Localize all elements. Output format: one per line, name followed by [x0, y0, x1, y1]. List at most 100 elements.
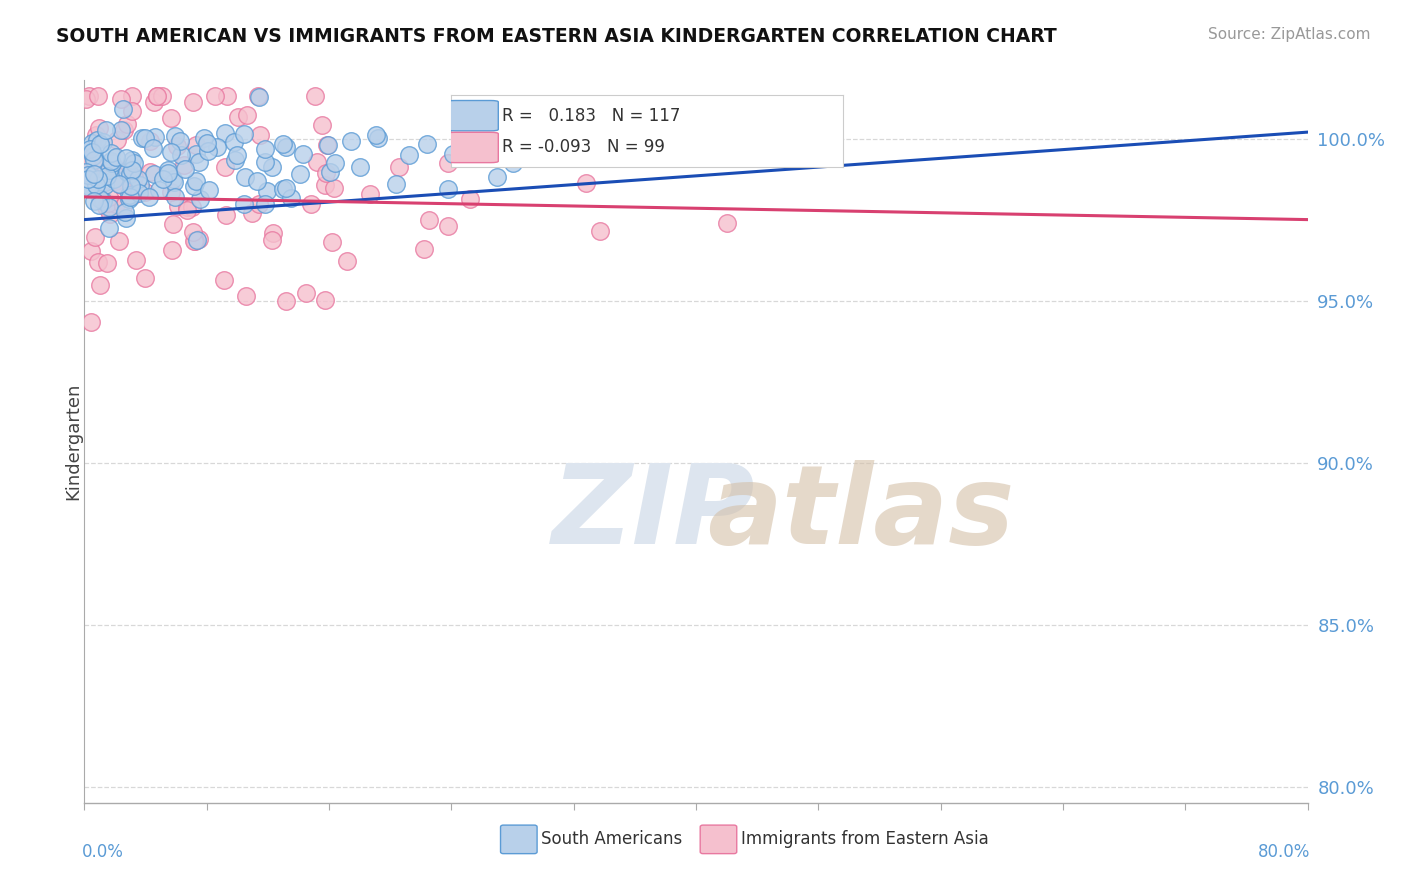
Point: [142, 141, 165, 155]
Point: [183, 179, 205, 194]
Point: [314, 178, 336, 193]
Point: [253, 142, 276, 156]
Point: [131, 131, 153, 145]
Point: [82, 149, 104, 163]
Point: [246, 89, 269, 103]
Point: [160, 145, 183, 160]
Point: [110, 169, 132, 184]
Point: [89, 120, 111, 135]
Point: [226, 110, 249, 124]
Point: [315, 137, 337, 152]
Point: [86, 133, 108, 147]
Point: [79, 142, 101, 156]
Point: [146, 89, 169, 103]
Point: [181, 95, 204, 109]
Point: [94, 178, 117, 192]
Point: [134, 185, 156, 199]
Text: 80.0%: 80.0%: [1257, 843, 1310, 861]
Point: [249, 128, 271, 142]
Point: [280, 191, 302, 205]
Point: [75, 159, 97, 173]
Point: [84, 128, 107, 142]
Point: [385, 178, 408, 192]
Point: [98, 220, 121, 235]
Point: [184, 234, 207, 248]
Point: [197, 145, 219, 159]
Point: [575, 176, 598, 190]
Point: [159, 111, 181, 125]
Point: [77, 182, 100, 196]
Point: [197, 184, 219, 198]
Point: [122, 156, 145, 170]
Point: [166, 138, 188, 153]
Point: [321, 235, 343, 249]
Point: [100, 153, 122, 168]
Point: [437, 156, 460, 170]
Y-axis label: Kindergarten: Kindergarten: [65, 383, 82, 500]
Point: [716, 216, 738, 230]
Point: [247, 90, 270, 104]
Point: [79, 167, 101, 181]
Point: [214, 126, 236, 140]
Point: [77, 89, 100, 103]
Point: [84, 178, 107, 193]
Point: [100, 155, 122, 169]
Point: [174, 162, 197, 177]
Point: [110, 178, 132, 193]
Point: [254, 154, 277, 169]
Point: [160, 244, 183, 258]
Point: [115, 151, 138, 165]
Point: [134, 131, 156, 145]
Point: [114, 123, 136, 137]
Point: [188, 232, 211, 246]
Point: [89, 278, 111, 293]
Point: [290, 168, 312, 182]
Point: [138, 134, 160, 148]
Point: [184, 137, 207, 152]
Point: [115, 117, 138, 131]
Point: [118, 188, 141, 202]
Point: [437, 219, 460, 234]
Point: [127, 172, 149, 186]
Point: [509, 135, 531, 149]
Point: [156, 166, 179, 180]
Point: [437, 182, 460, 196]
Point: [89, 137, 111, 152]
Point: [91, 135, 114, 149]
Point: [416, 136, 439, 151]
Point: [105, 149, 128, 163]
Point: [162, 172, 184, 186]
Point: [118, 167, 141, 181]
Point: [304, 89, 326, 103]
Point: [83, 167, 105, 181]
Point: [233, 128, 256, 142]
Point: [83, 194, 105, 208]
Text: South Americans: South Americans: [541, 830, 682, 848]
Point: [163, 190, 186, 204]
Point: [129, 178, 152, 192]
Point: [76, 153, 98, 167]
Point: [105, 197, 128, 211]
Point: [316, 137, 339, 152]
Text: ZIP: ZIP: [551, 460, 755, 567]
Point: [103, 172, 125, 186]
Point: [181, 225, 204, 239]
Point: [176, 202, 198, 217]
Point: [212, 273, 235, 287]
Point: [319, 165, 342, 179]
Point: [87, 89, 110, 103]
Point: [94, 175, 117, 189]
Point: [398, 148, 420, 162]
Point: [349, 161, 371, 175]
Point: [195, 136, 218, 150]
Point: [253, 197, 276, 211]
Point: [364, 128, 387, 143]
Point: [256, 185, 278, 199]
Point: [156, 163, 179, 178]
Point: [276, 180, 298, 194]
Point: [314, 293, 336, 307]
Point: [138, 165, 160, 179]
Point: [180, 201, 202, 215]
Point: [96, 169, 118, 183]
Point: [125, 252, 148, 267]
